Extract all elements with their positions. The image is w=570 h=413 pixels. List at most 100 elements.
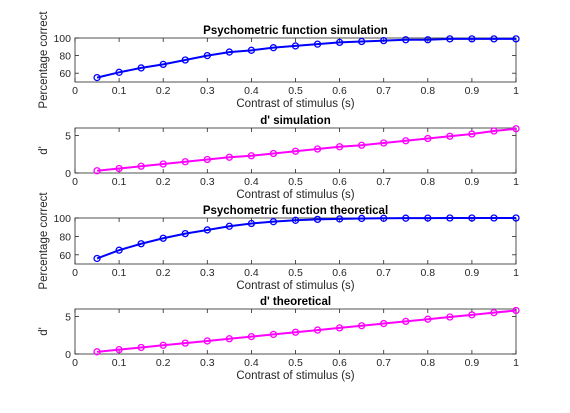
x-tick-label: 0.3 — [200, 176, 215, 188]
series-line — [96, 37, 516, 79]
data-point — [380, 36, 388, 45]
x-axis-label: Contrast of stimulus (s) — [236, 370, 354, 382]
x-tick-label: 0.9 — [465, 85, 480, 97]
subplot-title: Psychometric function simulation — [203, 25, 388, 37]
y-tick-label: 5 — [65, 131, 71, 143]
data-point — [159, 160, 167, 168]
data-point — [269, 218, 278, 226]
x-tick-label: 0.4 — [244, 176, 259, 188]
data-point — [490, 35, 498, 43]
data-point — [291, 147, 300, 155]
data-point — [468, 35, 476, 43]
x-tick-label: 0 — [72, 85, 78, 97]
data-point — [181, 56, 189, 64]
data-point — [402, 36, 410, 44]
data-point — [115, 246, 123, 254]
data-point — [181, 229, 189, 238]
data-point — [203, 155, 211, 164]
y-tick-label: 80 — [59, 231, 71, 243]
x-tick-label: 1 — [513, 85, 519, 97]
x-axis-label: Contrast of stimulus (s) — [236, 280, 354, 292]
data-point — [424, 36, 432, 44]
x-tick-label: 0.7 — [376, 176, 391, 188]
x-tick-label: 0.8 — [420, 357, 435, 369]
data-point — [225, 335, 234, 343]
x-tick-label: 0.5 — [288, 85, 303, 97]
y-tick-label: 60 — [59, 68, 71, 80]
data-point — [291, 328, 300, 336]
data-point — [490, 214, 498, 222]
x-tick-label: 0.6 — [332, 85, 347, 97]
series-line — [96, 217, 516, 260]
x-tick-label: 0.3 — [200, 267, 215, 279]
x-tick-label: 0 — [72, 357, 78, 369]
data-point — [93, 254, 101, 263]
data-point — [247, 46, 256, 54]
data-point — [93, 167, 101, 175]
subplot-title: d' theoretical — [260, 296, 331, 308]
data-point — [402, 317, 410, 326]
data-point — [512, 306, 520, 315]
x-tick-label: 0.7 — [376, 357, 391, 369]
x-tick-label: 0.6 — [332, 267, 347, 279]
data-point — [203, 226, 211, 234]
data-point — [512, 125, 520, 133]
data-point — [357, 37, 366, 46]
data-point — [424, 315, 432, 323]
data-point — [313, 215, 322, 224]
data-point — [357, 141, 366, 149]
data-point — [269, 330, 278, 339]
data-point — [402, 214, 410, 222]
data-point — [446, 132, 454, 140]
data-point — [115, 68, 123, 76]
y-axis-label: d' — [38, 146, 50, 155]
data-point — [468, 130, 476, 138]
x-tick-label: 1 — [513, 176, 519, 188]
data-point — [159, 234, 167, 242]
y-axis-label: d' — [38, 327, 50, 336]
data-point — [380, 319, 388, 328]
data-point — [424, 214, 432, 222]
x-tick-label: 0 — [72, 176, 78, 188]
x-tick-label: 0.9 — [465, 267, 480, 279]
data-point — [291, 42, 300, 50]
x-tick-label: 0.4 — [244, 267, 259, 279]
y-tick-label: 0 — [65, 349, 71, 361]
data-point — [512, 35, 520, 43]
data-point — [357, 322, 366, 330]
x-axis-label: Contrast of stimulus (s) — [236, 98, 354, 110]
data-point — [313, 326, 322, 334]
subplot-title: d' simulation — [260, 115, 330, 127]
x-tick-label: 0.2 — [156, 85, 171, 97]
x-tick-label: 0.9 — [465, 176, 480, 188]
x-tick-label: 0.9 — [465, 357, 480, 369]
x-axis-label: Contrast of stimulus (s) — [236, 189, 354, 201]
data-point — [115, 164, 123, 173]
y-tick-label: 80 — [59, 51, 71, 63]
data-point — [181, 339, 189, 347]
data-point — [181, 158, 189, 166]
x-tick-label: 0.5 — [288, 176, 303, 188]
data-point — [446, 313, 454, 321]
data-point — [380, 214, 388, 222]
data-point — [512, 214, 520, 222]
data-point — [225, 153, 234, 161]
data-point — [247, 332, 256, 341]
data-point — [313, 145, 322, 153]
data-point — [269, 149, 278, 158]
x-tick-label: 1 — [513, 267, 519, 279]
x-tick-label: 0.4 — [244, 357, 259, 369]
data-point — [137, 64, 145, 72]
x-tick-label: 0 — [72, 267, 78, 279]
y-axis-label: Percentage correct — [38, 192, 50, 290]
data-point — [137, 240, 145, 248]
data-point — [269, 44, 278, 52]
x-tick-label: 0.7 — [376, 85, 391, 97]
x-tick-label: 0.5 — [288, 357, 303, 369]
axes-box — [74, 37, 517, 83]
data-point — [490, 309, 498, 317]
x-tick-label: 1 — [513, 357, 519, 369]
y-tick-label: 60 — [59, 250, 71, 262]
